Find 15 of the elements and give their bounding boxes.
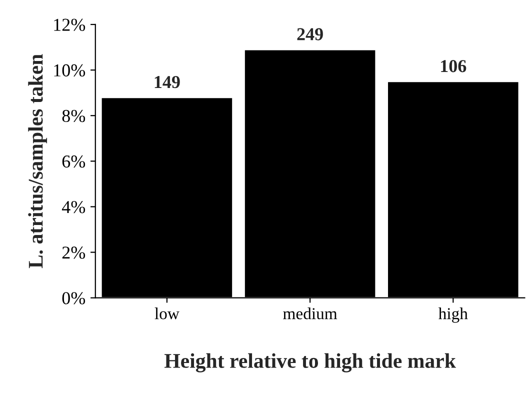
y-tick-label: 6% [62, 155, 86, 168]
y-tick-label: 4% [62, 200, 86, 214]
x-tick-label: low [154, 308, 180, 320]
y-tick-label: 12% [54, 18, 86, 31]
x-axis-title: Height relative to high tide mark [164, 353, 456, 372]
y-tick-label: 2% [62, 246, 86, 259]
y-tick-label: 8% [62, 110, 86, 122]
y-tick-label: 0% [62, 292, 86, 304]
y-axis-title: L. atritus/samples taken [28, 54, 48, 268]
annotation: 106 [441, 60, 466, 72]
x-tick-label: high [438, 308, 468, 323]
x-tick-label: medium [283, 308, 338, 320]
y-tick-label: 10% [54, 64, 86, 77]
annotation: 249 [297, 28, 323, 40]
annotation: 149 [154, 76, 180, 88]
